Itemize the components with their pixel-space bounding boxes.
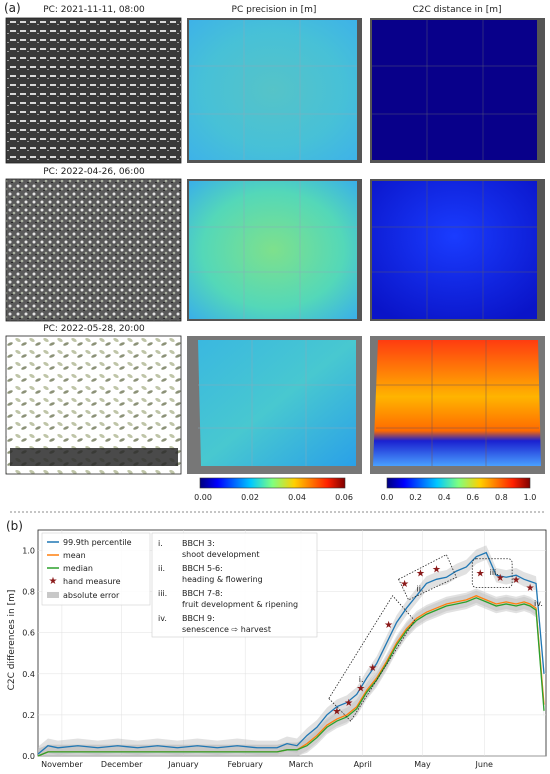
hand-measure-point: ★ [344, 698, 353, 709]
precision-title-row1: PC precision in [m] [232, 5, 317, 15]
precision-colorbar-tick: 0.00 [194, 493, 212, 502]
y-tick-label: 0.4 [22, 670, 35, 679]
hand-measure-point: ★ [512, 575, 521, 586]
stage-title: BBCH 3: [182, 539, 215, 548]
hand-measure-point: ★ [332, 706, 341, 717]
stage-num: i. [158, 539, 163, 548]
c2c-colorbar-tick: 0.2 [409, 493, 422, 502]
precision-map-row3 [187, 336, 362, 474]
x-tick-label: April [354, 760, 372, 769]
y-tick-label: 0.2 [22, 711, 35, 720]
y-tick-label: 0.0 [22, 752, 35, 761]
x-tick-label: May [414, 760, 431, 769]
y-tick-label: 0.6 [22, 629, 35, 638]
stage-box-iii: iii. [471, 558, 513, 588]
c2c-colorbar-tick: 0.8 [495, 493, 508, 502]
y-axis-label: C2C differences in [m] [7, 590, 17, 691]
hand-measure-point: ★ [356, 684, 365, 695]
hand-measure-point: ★ [476, 569, 485, 580]
c2c-title-row1: C2C distance in [m] [412, 5, 501, 15]
error-band [38, 590, 545, 756]
stage-box-i: i. [328, 595, 416, 722]
hand-measure-point: ★ [384, 620, 393, 631]
stage-desc: senescence ⇨ harvest [182, 625, 271, 634]
legend-label: median [63, 564, 93, 573]
legend-label: absolute error [63, 591, 120, 600]
pc-image-row3-dark-band [10, 448, 178, 466]
stage-box-i-outline [328, 595, 416, 722]
stage-box-iii-outline [471, 558, 513, 588]
stage-box-i-label: i. [359, 675, 364, 684]
stage-desc: fruit development & ripening [182, 600, 298, 609]
hand-measure-point: ★ [400, 579, 409, 590]
x-tick-label: January [167, 760, 199, 769]
c2c-colorbar-tick: 0.0 [381, 493, 394, 502]
x-tick-label: November [41, 760, 83, 769]
panel-a-letter: (a) [4, 1, 21, 15]
c2c-colorbar-tick: 0.4 [438, 493, 451, 502]
stage-num: iii. [158, 589, 167, 598]
stage-title: BBCH 9: [182, 614, 215, 623]
hand-measure-point: ★ [368, 663, 377, 674]
stage-label-iv: iv. [534, 599, 543, 608]
hand-measure-point: ★ [496, 573, 505, 584]
stage-num: iv. [158, 614, 167, 623]
precision-map-row2 [187, 179, 362, 321]
hand-measure-point: ★ [432, 565, 441, 576]
c2c-map-row3 [370, 336, 545, 474]
stages-legend: i. BBCH 3: shoot development ii. BBCH 5-… [151, 532, 318, 638]
c2c-colorbar-tick: 1.0 [524, 493, 537, 502]
legend-label: mean [63, 551, 86, 560]
y-tick-label: 1.0 [22, 547, 35, 556]
c2c-map-row2 [370, 179, 545, 321]
hand-measure-point: ★ [416, 569, 425, 580]
precision-map-row1 [187, 18, 362, 163]
hand-measure-point: ★ [526, 583, 535, 594]
stage-box-ii: ii. [398, 554, 457, 601]
precision-colorbar-tick: 0.04 [288, 493, 306, 502]
stage-box-iii-label: iii. [490, 568, 499, 577]
stage-title: BBCH 7-8: [182, 589, 223, 598]
svg-text:★: ★ [49, 576, 58, 587]
stage-desc: shoot development [182, 550, 259, 559]
c2c-colorbar-tick: 0.6 [466, 493, 479, 502]
stage-box-ii-label: ii. [417, 585, 424, 594]
x-tick-label: December [101, 760, 143, 769]
stage-num: ii. [158, 564, 165, 573]
x-tick-label: June [475, 760, 494, 769]
precision-colorbar-tick: 0.02 [241, 493, 259, 502]
x-tick-label: February [227, 760, 263, 769]
c2c-map-row1 [370, 18, 545, 163]
pc-title-row2: PC: 2022-04-26, 06:00 [43, 167, 145, 177]
legend-label: 99.9th percentile [63, 538, 132, 547]
pc-title-row3: PC: 2022-05-28, 20:00 [43, 324, 145, 334]
pc-title-row1: PC: 2021-11-11, 08:00 [43, 5, 145, 15]
precision-colorbar-tick: 0.06 [335, 493, 353, 502]
pc-image-row1 [5, 17, 182, 164]
stage-box-ii-outline [398, 554, 457, 601]
pc-image-row2 [5, 178, 182, 322]
chart-legend: 99.9th percentile mean median ★ hand mea… [41, 532, 151, 606]
series-line [37, 551, 545, 755]
x-tick-label: March [289, 760, 313, 769]
stage-title: BBCH 5-6: [182, 564, 223, 573]
stage-desc: heading & flowering [182, 575, 263, 584]
legend-label: hand measure [63, 577, 121, 586]
y-tick-label: 0.8 [22, 588, 35, 597]
c2c-colorbar: 0.0 0.2 0.4 0.6 0.8 1.0 [381, 477, 537, 502]
precision-colorbar: 0.00 0.02 0.04 0.06 [194, 477, 353, 502]
error-band [38, 545, 545, 756]
series-line [37, 597, 545, 757]
panel-b-letter: (b) [6, 519, 23, 533]
